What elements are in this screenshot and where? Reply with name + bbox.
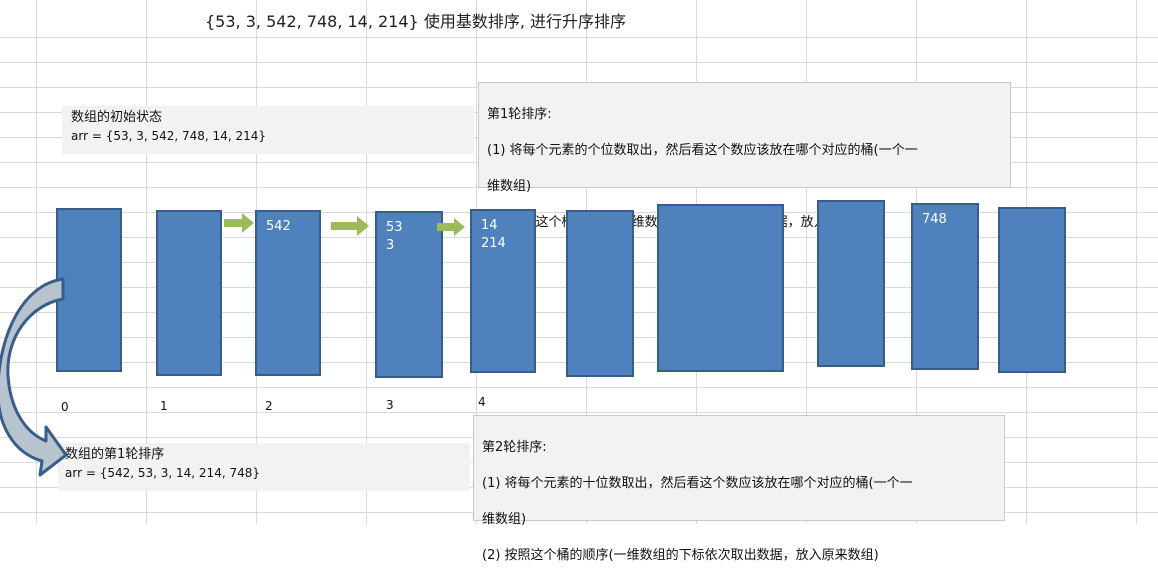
bucket-4-value-0: 14 bbox=[481, 218, 498, 233]
round1-note-step1: (1) 将每个元素的个位数取出，然后看这个数应该放在哪个对应的桶(一个一 bbox=[487, 143, 918, 158]
initial-state-array: arr = {53, 3, 542, 748, 14, 214} bbox=[71, 129, 266, 143]
bucket-6 bbox=[657, 204, 784, 372]
round1-note-step1-cont: 维数组) bbox=[487, 179, 532, 194]
bucket-8: 748 bbox=[911, 203, 979, 370]
round1-array-values: arr = {542, 53, 3, 14, 214, 748} bbox=[65, 466, 260, 480]
bucket-8-value-0: 748 bbox=[922, 212, 947, 227]
bucket-0 bbox=[56, 208, 122, 372]
bucket-9 bbox=[998, 207, 1066, 373]
round2-note-step2: (2) 按照这个桶的顺序(一维数组的下标依次取出数据，放入原来数组) bbox=[482, 548, 879, 563]
round1-array-note: 数组的第1轮排序 arr = {542, 53, 3, 14, 214, 748… bbox=[58, 443, 470, 491]
bucket-index-2: 2 bbox=[265, 399, 273, 413]
bucket-index-0: 0 bbox=[61, 400, 69, 414]
green-arrow-icon bbox=[224, 213, 254, 233]
round1-note: 第1轮排序: (1) 将每个元素的个位数取出，然后看这个数应该放在哪个对应的桶(… bbox=[478, 82, 1011, 230]
bucket-3: 53 3 bbox=[375, 211, 443, 378]
bucket-4: 14 214 bbox=[470, 209, 536, 373]
round2-note: 第2轮排序: (1) 将每个元素的十位数取出，然后看这个数应该放在哪个对应的桶(… bbox=[473, 415, 1005, 563]
green-arrow-icon bbox=[331, 216, 369, 236]
bucket-index-4: 4 bbox=[478, 395, 486, 409]
round2-note-step1-cont: 维数组) bbox=[482, 512, 527, 527]
bucket-4-value-1: 214 bbox=[481, 236, 506, 251]
bucket-index-3: 3 bbox=[386, 398, 394, 412]
bucket-2-value-0: 542 bbox=[266, 219, 291, 234]
bucket-2: 542 bbox=[255, 210, 321, 376]
bucket-7 bbox=[817, 200, 885, 367]
bucket-1 bbox=[156, 210, 222, 376]
round2-note-heading: 第2轮排序: bbox=[482, 440, 547, 455]
round1-array-heading: 数组的第1轮排序 bbox=[65, 447, 165, 462]
round1-note-heading: 第1轮排序: bbox=[487, 107, 552, 122]
initial-state-note: 数组的初始状态 arr = {53, 3, 542, 748, 14, 214} bbox=[62, 106, 474, 154]
initial-state-heading: 数组的初始状态 bbox=[71, 110, 163, 125]
bucket-5 bbox=[566, 210, 634, 377]
curved-arrow-icon bbox=[0, 277, 68, 477]
bucket-3-value-1: 3 bbox=[386, 238, 395, 253]
round2-note-step1: (1) 将每个元素的十位数取出，然后看这个数应该放在哪个对应的桶(一个一 bbox=[482, 476, 913, 491]
bucket-3-value-0: 53 bbox=[386, 220, 403, 235]
diagram-title: {53, 3, 542, 748, 14, 214} 使用基数排序, 进行升序排… bbox=[205, 12, 626, 31]
bucket-index-1: 1 bbox=[160, 399, 168, 413]
green-arrow-icon bbox=[437, 218, 465, 236]
